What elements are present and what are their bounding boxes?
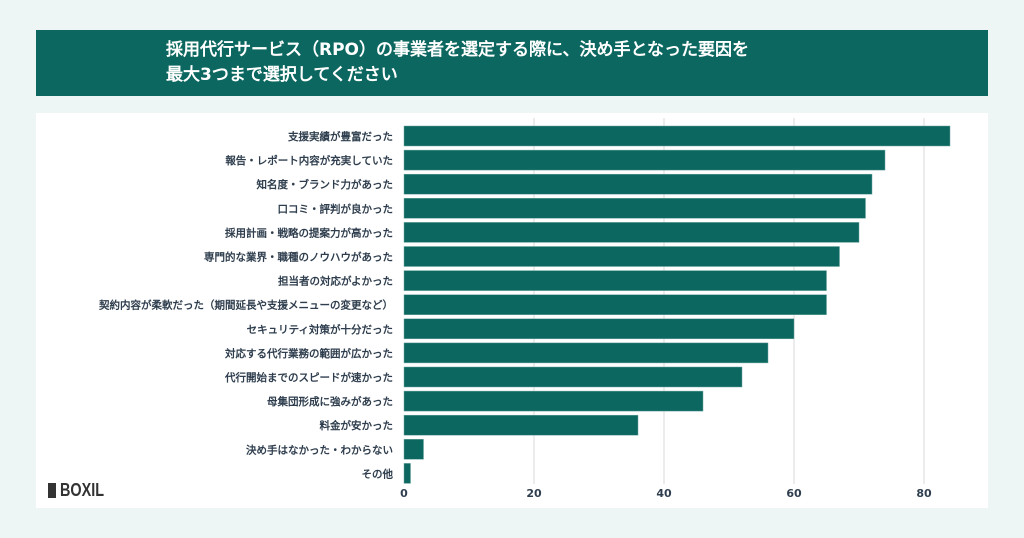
category-label: 担当者の対応がよかった: [278, 275, 393, 288]
chart-title: 採用代行サービス（RPO）の事業者を選定する際に、決め手となった要因を 最大3つ…: [166, 38, 866, 88]
x-tick-label: 20: [526, 487, 542, 500]
bar: [403, 390, 704, 412]
category-label: 支援実績が豊富だった: [287, 130, 393, 143]
bar: [403, 318, 795, 340]
bar: [403, 294, 827, 315]
bar: [403, 439, 424, 460]
category-label: セキュリティ対策が十分だった: [247, 323, 393, 336]
bar: [403, 414, 639, 436]
category-label: 対応する代行業務の範囲が広かった: [224, 347, 393, 360]
category-label: 契約内容が柔軟だった（期間延長や支援メニューの変更など）: [98, 299, 393, 312]
x-tick-label: 0: [400, 487, 408, 500]
x-tick-label: 60: [786, 487, 802, 500]
x-tick-label: 40: [656, 487, 672, 500]
title-line-1: 採用代行サービス（RPO）の事業者を選定する際に、決め手となった要因を: [166, 40, 749, 60]
bar: [403, 125, 951, 147]
bar: [403, 246, 840, 267]
bar: [403, 222, 860, 243]
bar: [403, 366, 743, 388]
category-label: 知名度・ブランド力があった: [257, 178, 394, 191]
bar: [403, 270, 827, 291]
bar: [403, 463, 411, 484]
category-label: その他: [362, 467, 394, 480]
category-label: 口コミ・評判が良かった: [278, 202, 394, 215]
title-banner: 採用代行サービス（RPO）の事業者を選定する際に、決め手となった要因を 最大3つ…: [36, 30, 988, 96]
category-label: 母集団形成に強みがあった: [267, 395, 393, 408]
bar: [403, 173, 873, 195]
boxil-logo: BOXIL: [48, 480, 115, 501]
title-line-2: 最大3つまで選択してください: [166, 65, 398, 85]
bar: [403, 198, 866, 219]
category-label: 料金が安かった: [320, 419, 394, 432]
bar: [403, 149, 886, 171]
bar: [403, 342, 769, 364]
x-tick-label: 80: [916, 487, 932, 500]
category-label: 決め手はなかった・わからない: [246, 443, 393, 456]
category-label: 報告・レポート内容が充実していた: [225, 154, 393, 167]
logo-mark-icon: [48, 483, 56, 498]
logo-text: BOXIL: [60, 480, 105, 500]
category-label: 採用計画・戦略の提案力が高かった: [225, 226, 393, 239]
category-label: 専門的な業界・職種のノウハウがあった: [204, 251, 393, 264]
category-label: 代行開始までのスピードが速かった: [224, 371, 393, 384]
